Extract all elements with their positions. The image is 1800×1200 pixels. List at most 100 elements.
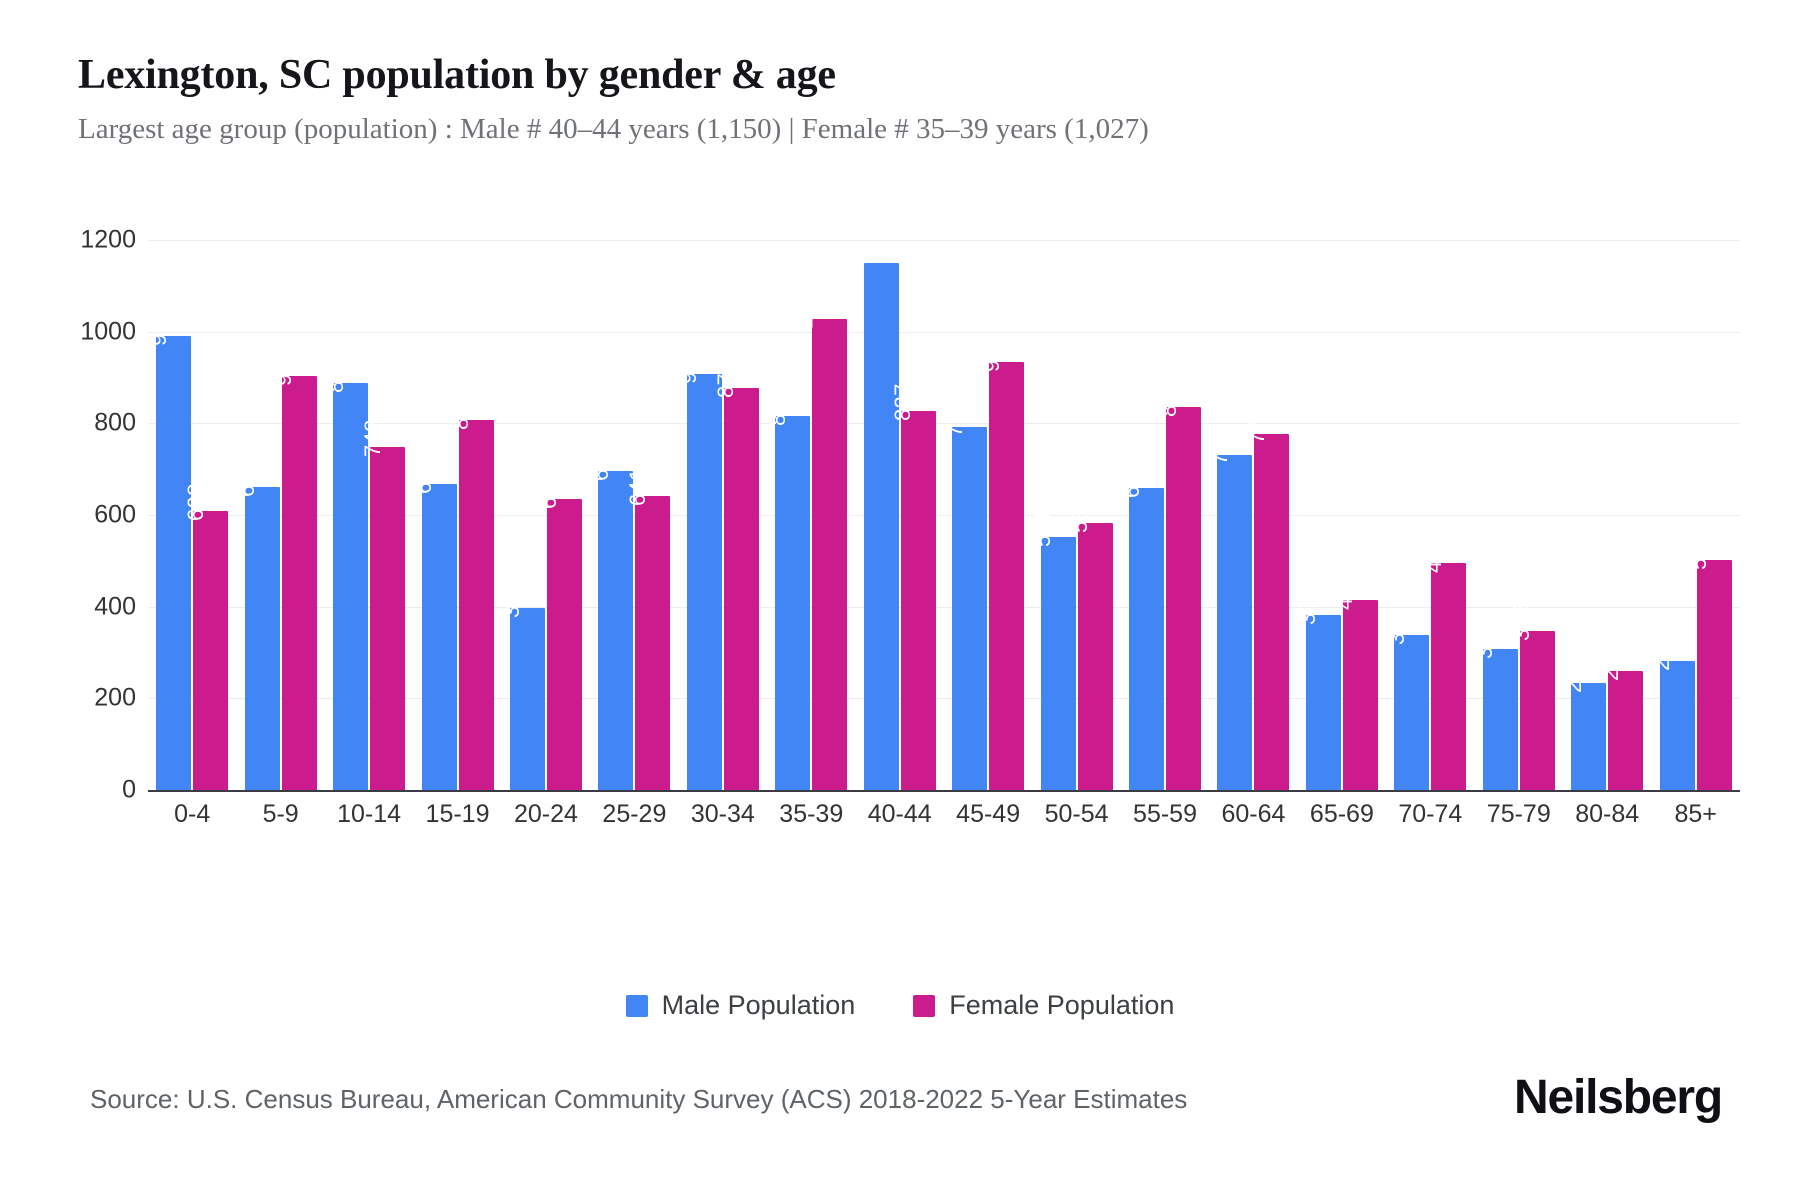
bar-value-label: 496 [1421,535,1447,573]
bar-male[interactable]: 282 [1649,633,1695,790]
bar-male[interactable]: 792 [942,399,988,790]
bar-female[interactable]: 776 [1244,407,1290,790]
x-axis-tick-label: 15-19 [425,800,490,828]
bar-female[interactable]: 608 [183,484,229,790]
bar-male[interactable]: 307 [1472,622,1518,790]
legend-item-female[interactable]: Female Population [913,990,1174,1021]
bar-male[interactable]: 233 [1561,656,1607,790]
bar-group: 658 835 [1119,222,1209,790]
bar-value-label: 667 [411,456,437,495]
x-axis-tick-label: 10-14 [337,800,402,828]
x-axis-tick-label: 70-74 [1398,800,1463,828]
bar-male[interactable]: 658 [1119,461,1165,790]
bar-female[interactable]: 877 [714,360,759,790]
bar-value-label: 636 [536,470,562,509]
bar-male[interactable]: 887 [323,356,369,790]
x-axis-tick-label: 40-44 [867,800,932,828]
gridline [148,423,1740,425]
x-axis-tick-label: 65-69 [1309,800,1374,828]
bar-value-label: 307 [1472,621,1498,660]
x-axis-tick-label: 75-79 [1486,800,1551,828]
chart-header: Lexington, SC population by gender & age… [78,52,1728,146]
bar-female[interactable]: 641 [625,469,671,790]
y-axis-tick-label: 200 [94,683,136,712]
gridline [148,240,1740,241]
x-axis-tick-label: 50-54 [1044,800,1109,828]
bar-male[interactable]: 730 [1207,428,1253,790]
bar-groups: 990 608 662 903 887 748 667 807 398 636 696 641 907 8… [146,216,1740,790]
bar-male[interactable]: 662 [234,459,280,790]
bar-value-label: 658 [1118,460,1144,499]
bar-group: 662 903 [234,222,324,790]
bar-male[interactable]: 667 [411,457,457,790]
bar-female[interactable]: 502 [1686,532,1732,790]
bar-group: 398 636 [500,222,590,790]
bar-value-label: 348 [1509,602,1535,641]
source-note: Source: U.S. Census Bureau, American Com… [90,1084,1188,1114]
bar-value-label: 414 [1332,572,1358,611]
bar-value-label: 259 [1597,643,1623,682]
x-axis-tick-label: 30-34 [690,800,755,828]
x-axis-tick-label: 25-29 [602,800,667,828]
x-axis-tick-label: 5-9 [262,800,299,828]
bar-value-label: 696 [588,443,614,481]
bar-group: 815 1,027 [765,222,855,790]
bar-value-label: 792 [941,399,967,437]
bar-value-label: 990 [145,308,171,347]
legend-swatch-male-icon [625,994,648,1017]
chart-plot-area: 0 200 400 600 800 1000 1200 990 608 662 903 887 748… [0,216,1800,922]
bar-female[interactable]: 496 [1421,535,1467,790]
bar-female[interactable]: 807 [448,393,494,790]
bar-female[interactable]: 903 [271,349,317,790]
bar-value-label: 398 [499,579,525,618]
chart-subtitle: Largest age group (population) : Male # … [78,113,1149,146]
bar-male[interactable]: 339 [1384,607,1430,790]
x-axis-tick-label: 20-24 [513,800,578,828]
bar-female[interactable]: 636 [537,471,582,790]
bar-female[interactable]: 348 [1509,603,1555,790]
x-axis-labels: 0-4 5-9 10-14 15-19 20-24 25-29 30-34 35-39 40-4… [148,800,1740,829]
bar-value-label: 903 [271,348,297,387]
bar-male[interactable]: 551 [1030,510,1076,790]
bar-female[interactable]: 835 [1156,380,1202,790]
bar-male[interactable]: 815 [765,389,811,790]
bar-female[interactable]: 1,027 [793,273,848,790]
bar-value-label: 551 [1030,509,1056,548]
legend-label-female: Female Population [949,990,1175,1020]
bar-group: 887 748 [323,222,413,790]
bar-value-label: 815 [764,388,790,427]
bar-female[interactable]: 259 [1598,644,1644,790]
bar-value-label: 662 [234,458,260,497]
bar-group: 233 259 [1561,222,1651,790]
gridline [148,698,1740,700]
bar-male[interactable]: 398 [500,580,545,790]
bar-male[interactable]: 1,150 [844,216,899,790]
bar-female[interactable]: 827 [890,383,936,790]
bar-male[interactable]: 990 [146,309,192,790]
bar-value-label: 502 [1686,532,1712,570]
x-axis-tick-label: 60-64 [1221,800,1286,828]
chart-legend: Male Population Female Population [0,990,1800,1021]
bar-value-label: 835 [1155,379,1181,418]
x-axis-tick-label: 35-39 [779,800,844,828]
bar-male[interactable]: 907 [677,347,722,790]
legend-label-male: Male Population [661,990,856,1020]
x-axis-line [148,790,1740,792]
bar-group: 339 496 [1384,222,1474,790]
legend-item-male[interactable]: Male Population [625,990,856,1021]
gridlines [148,222,1740,822]
bar-female[interactable]: 414 [1333,573,1378,790]
bar-female[interactable]: 582 [1067,496,1113,790]
bar-group: 696 641 [588,222,678,790]
bar-female[interactable]: 748 [360,420,406,790]
bar-male[interactable]: 381 [1296,588,1341,790]
bar-value-label: 233 [1560,655,1586,694]
bar-female[interactable]: 934 [979,334,1025,790]
y-axis-tick-label: 400 [94,592,136,621]
x-axis-tick-label: 55-59 [1133,800,1197,828]
x-axis-tick-label: 80-84 [1575,800,1640,828]
bar-value-label: 339 [1384,607,1410,645]
bar-male[interactable]: 696 [588,443,634,790]
bar-value-label: 934 [978,334,1004,372]
bar-value-label: 807 [448,392,474,431]
